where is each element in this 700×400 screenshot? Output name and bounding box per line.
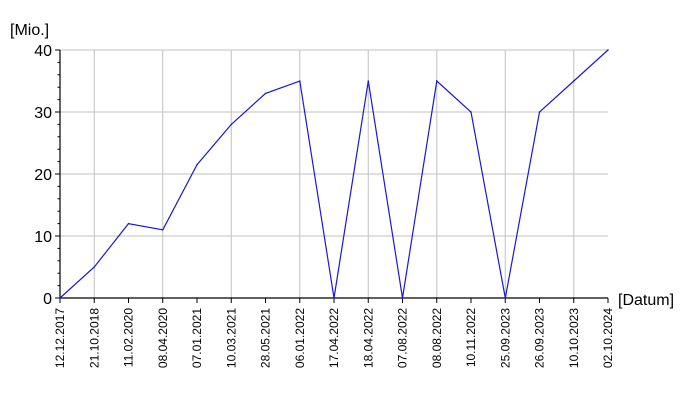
x-tick-label: 07.08.2022	[396, 308, 410, 368]
x-tick-label: 02.10.2024	[601, 308, 615, 368]
x-tick-label: 12.12.2017	[53, 308, 67, 368]
data-point	[127, 222, 130, 225]
x-tick-label: 08.08.2022	[430, 308, 444, 368]
y-tick-label: 10	[34, 229, 52, 246]
x-axis-ticks: 12.12.2017 21.10.2018 11.02.2020 08.04.2020…	[53, 298, 615, 368]
x-tick-label: 06.01.2022	[293, 308, 307, 368]
y-tick-label: 20	[34, 167, 52, 184]
x-tick-label: 07.01.2021	[190, 308, 204, 368]
data-point	[470, 111, 472, 113]
data-point	[538, 111, 541, 113]
x-tick-label: 17.04.2022	[327, 308, 341, 368]
data-point	[196, 163, 198, 166]
y-axis-ticks: 0 10 20 30 40	[34, 43, 60, 308]
x-tick-label: 18.04.2022	[361, 308, 375, 368]
data-point	[607, 49, 609, 51]
data-point	[333, 297, 335, 299]
series-layer	[59, 49, 609, 299]
x-tick-label: 25.09.2023	[498, 308, 512, 368]
data-point	[572, 80, 575, 82]
x-tick-label: 10.11.2022	[464, 308, 478, 367]
y-tick-label: 30	[34, 105, 52, 122]
data-point	[298, 80, 301, 82]
data-point	[230, 123, 233, 126]
data-point	[401, 297, 404, 299]
y-tick-label: 0	[43, 291, 52, 308]
y-tick-label: 40	[34, 43, 52, 60]
data-point	[161, 229, 164, 231]
data-point	[264, 92, 267, 95]
data-point	[504, 297, 507, 299]
data-point	[435, 80, 438, 82]
grid	[60, 49, 608, 298]
data-point	[367, 80, 370, 82]
x-tick-label: 21.10.2018	[87, 308, 101, 368]
x-axis-title: [Datum]	[618, 292, 674, 309]
x-tick-label: 10.03.2021	[224, 308, 238, 368]
data-point	[93, 266, 96, 268]
data-point	[59, 297, 61, 299]
x-tick-label: 26.09.2023	[533, 308, 547, 368]
x-tick-label: 08.04.2020	[156, 308, 170, 368]
x-tick-label: 28.05.2021	[259, 308, 273, 368]
y-axis-title: [Mio.]	[10, 22, 49, 39]
x-tick-label: 11.02.2020	[122, 308, 136, 367]
x-tick-label: 10.10.2023	[567, 308, 581, 368]
